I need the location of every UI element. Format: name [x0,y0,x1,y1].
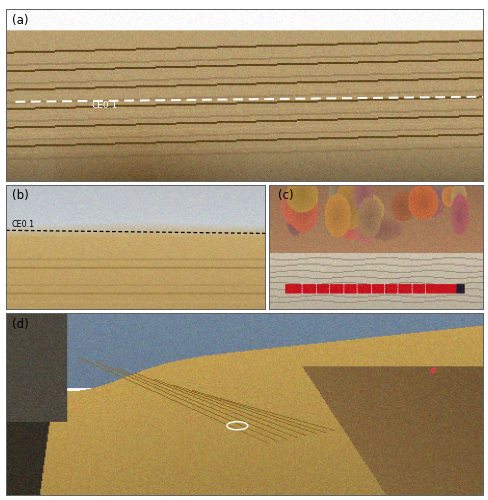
Text: CE0.1: CE0.1 [92,101,118,110]
Text: (c): (c) [277,189,293,202]
Text: (b): (b) [12,189,29,202]
Text: (d): (d) [12,318,28,331]
Text: (a): (a) [12,14,28,27]
Text: CE0.1: CE0.1 [11,220,34,230]
